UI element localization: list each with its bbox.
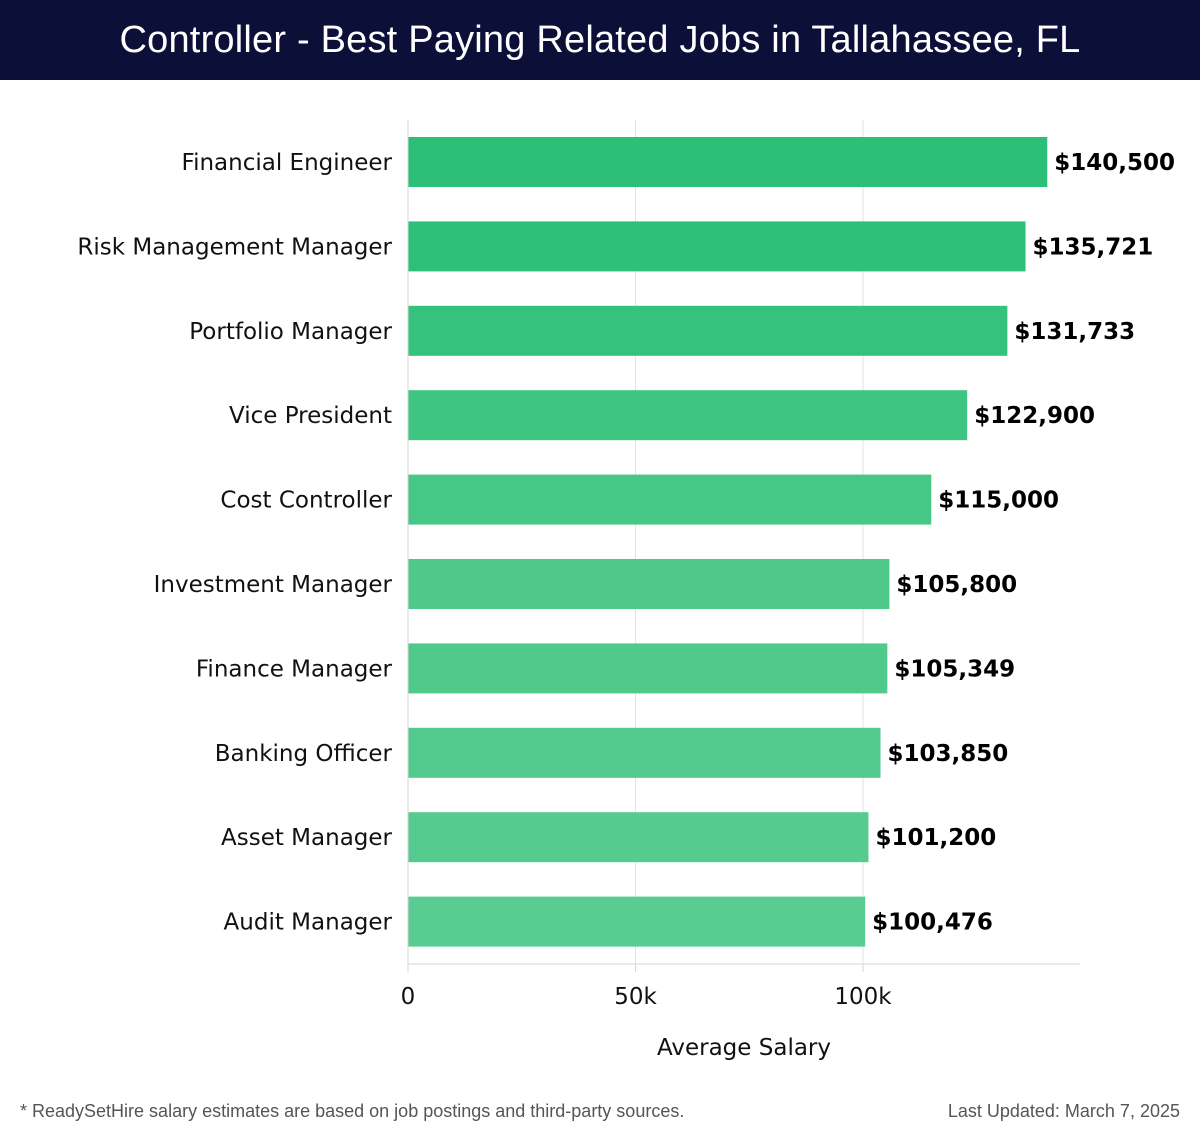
value-label: $135,721 <box>1033 234 1154 260</box>
chart-title: Controller - Best Paying Related Jobs in… <box>119 18 1081 61</box>
salary-bar-chart: Financial Engineer Risk Management Manage… <box>77 120 1175 1061</box>
bar <box>408 305 1008 356</box>
bar <box>408 137 1048 187</box>
bar <box>408 221 1026 272</box>
bar <box>408 643 888 694</box>
category-label: Risk Management Manager <box>77 234 392 260</box>
bars <box>408 137 1048 947</box>
x-tick-label: 50k <box>614 984 657 1010</box>
bar <box>408 474 932 525</box>
bar <box>408 559 890 609</box>
value-labels: $140,500 $135,721 $131,733 $122,900 $115,000… <box>872 150 1175 936</box>
footer-note: * ReadySetHire salary estimates are base… <box>20 1101 685 1121</box>
category-label: Vice President <box>229 403 392 429</box>
chart-header: Controller - Best Paying Related Jobs in… <box>0 0 1200 80</box>
category-label: Portfolio Manager <box>189 319 392 345</box>
category-label: Cost Controller <box>220 488 392 514</box>
value-label: $105,800 <box>896 572 1017 598</box>
x-axis-title: Average Salary <box>657 1035 831 1061</box>
category-label: Asset Manager <box>221 825 393 851</box>
category-label: Audit Manager <box>224 910 393 936</box>
category-label: Financial Engineer <box>182 150 393 176</box>
category-label: Banking Officer <box>215 741 393 767</box>
value-label: $101,200 <box>875 825 996 851</box>
value-label: $100,476 <box>872 910 993 936</box>
x-tick-label: 100k <box>834 984 892 1010</box>
value-label: $140,500 <box>1054 150 1175 176</box>
category-label: Investment Manager <box>154 572 393 598</box>
value-label: $103,850 <box>888 741 1009 767</box>
value-label: $122,900 <box>974 403 1095 429</box>
x-tick-label: 0 <box>401 984 416 1010</box>
category-label: Finance Manager <box>196 656 393 682</box>
value-label: $131,733 <box>1014 319 1135 345</box>
category-labels: Financial Engineer Risk Management Manage… <box>77 150 392 936</box>
last-updated: Last Updated: March 7, 2025 <box>947 1101 1180 1121</box>
bar <box>408 812 869 863</box>
value-label: $105,349 <box>894 656 1015 682</box>
value-label: $115,000 <box>938 488 1059 514</box>
bar <box>408 390 968 441</box>
bar <box>408 896 866 947</box>
bar <box>408 727 881 778</box>
